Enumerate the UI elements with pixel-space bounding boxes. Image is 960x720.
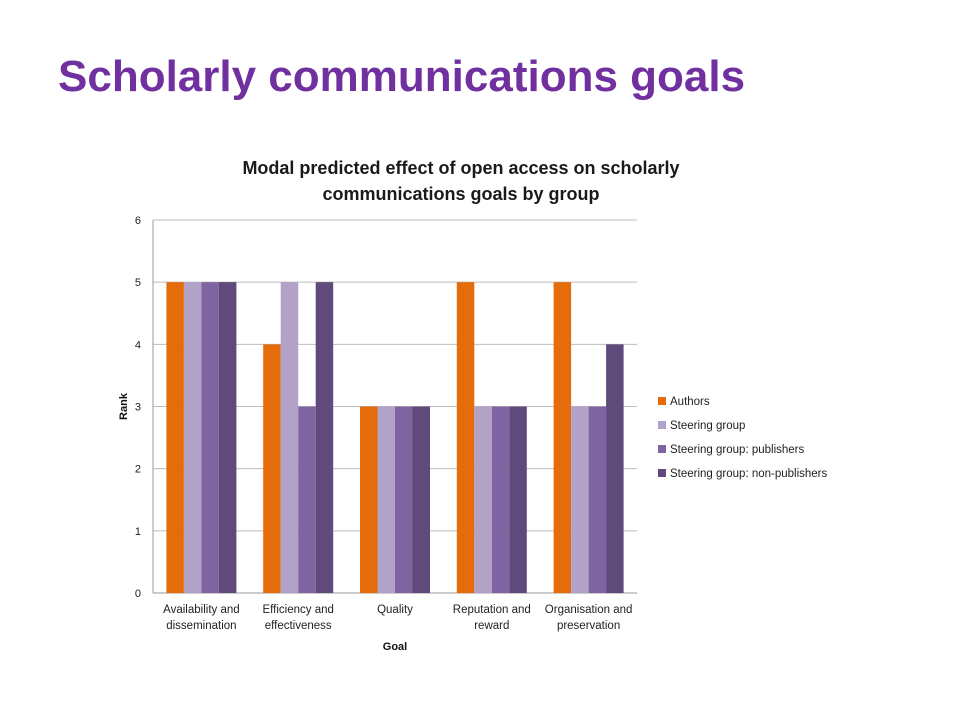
x-tick-label: Organisation and bbox=[545, 604, 633, 616]
bar bbox=[280, 282, 299, 593]
x-tick-label: Efficiency and bbox=[263, 604, 334, 616]
chart-title-line: communications goals by group bbox=[322, 184, 599, 204]
bar bbox=[360, 406, 378, 593]
bar bbox=[588, 406, 607, 593]
bar bbox=[412, 406, 430, 593]
bar bbox=[606, 344, 624, 593]
legend-swatch bbox=[658, 445, 666, 453]
slide-title: Scholarly communications goals bbox=[58, 52, 746, 101]
bar bbox=[263, 344, 281, 593]
y-axis-ticks: 0 1 2 3 4 5 6 bbox=[135, 215, 141, 600]
x-tick-label: reward bbox=[474, 620, 509, 632]
legend-swatch bbox=[658, 469, 666, 477]
bar bbox=[377, 406, 395, 593]
x-tick-label: Availability and bbox=[163, 604, 240, 616]
bar bbox=[553, 282, 572, 593]
y-tick-label: 1 bbox=[135, 526, 141, 538]
y-tick-label: 2 bbox=[135, 464, 141, 476]
bar bbox=[395, 406, 413, 593]
x-axis-title: Goal bbox=[383, 641, 407, 653]
bar bbox=[298, 406, 316, 593]
x-tick-label: Quality bbox=[377, 604, 413, 616]
legend-label: Steering group bbox=[670, 420, 745, 432]
y-axis-title: Rank bbox=[118, 392, 130, 420]
bar bbox=[456, 282, 475, 593]
y-tick-label: 0 bbox=[135, 588, 141, 600]
bar bbox=[315, 282, 334, 593]
x-tick-label: preservation bbox=[557, 620, 620, 632]
bar bbox=[218, 282, 237, 593]
bar bbox=[571, 406, 589, 593]
bar bbox=[491, 406, 510, 593]
legend-label: Steering group: non-publishers bbox=[670, 468, 828, 480]
legend-swatch bbox=[658, 421, 666, 429]
axis-titles: Goal Rank bbox=[118, 392, 407, 653]
bar bbox=[474, 406, 492, 593]
legend-label: Authors bbox=[670, 396, 710, 408]
legend: Authors Steering group Steering group: pub… bbox=[658, 396, 828, 480]
y-tick-label: 5 bbox=[135, 277, 141, 289]
bar bbox=[183, 282, 202, 593]
chart-title: Modal predicted effect of open access on… bbox=[242, 158, 679, 204]
y-tick-label: 3 bbox=[135, 402, 141, 414]
x-tick-label: dissemination bbox=[166, 620, 236, 632]
legend-label: Steering group: publishers bbox=[670, 444, 804, 456]
x-tick-label: Reputation and bbox=[453, 604, 531, 616]
chart-title-line: Modal predicted effect of open access on… bbox=[242, 158, 679, 178]
bars bbox=[166, 282, 624, 593]
legend-swatch bbox=[658, 397, 666, 405]
bar bbox=[509, 406, 527, 593]
bar bbox=[166, 282, 184, 593]
x-tick-label: effectiveness bbox=[265, 620, 332, 632]
y-tick-label: 6 bbox=[135, 215, 141, 227]
x-axis-labels: Availability and dissemination Efficiency … bbox=[163, 604, 632, 632]
y-tick-label: 4 bbox=[135, 339, 141, 351]
bar bbox=[201, 282, 219, 593]
